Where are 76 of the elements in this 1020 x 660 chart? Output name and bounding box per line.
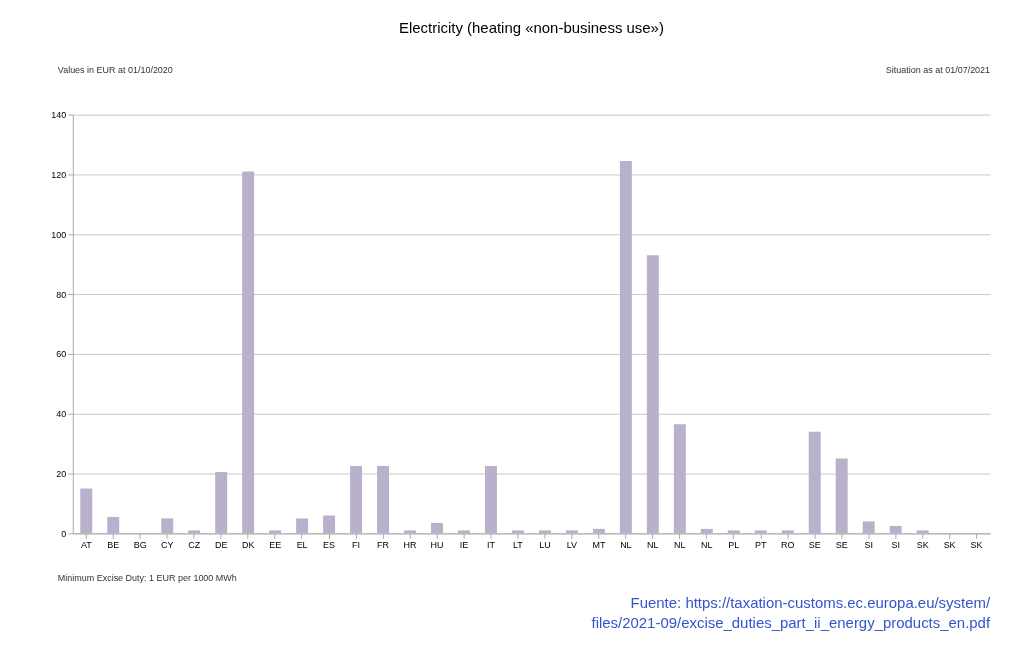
bar bbox=[377, 466, 390, 534]
text: Values in EUR at 01/10/2020 bbox=[57, 64, 173, 75]
y-tick-label: 60 bbox=[56, 349, 67, 360]
x-tick-label: RO bbox=[781, 539, 795, 550]
text: Minimum Excise Duty: 1 EUR per 1000 MWh bbox=[57, 573, 237, 584]
x-tick-label: DE bbox=[214, 539, 228, 550]
bar bbox=[107, 516, 120, 534]
y-tick-label: 80 bbox=[56, 289, 67, 300]
bar bbox=[916, 530, 929, 534]
x-tick-label: FI bbox=[352, 539, 361, 550]
bar bbox=[80, 488, 93, 534]
y-tick-label: 0 bbox=[61, 528, 67, 539]
x-tick-label: BG bbox=[133, 539, 147, 550]
x-tick-label: CZ bbox=[188, 539, 201, 550]
bar bbox=[458, 530, 470, 534]
x-tick-label: SI bbox=[891, 539, 900, 550]
bar bbox=[161, 518, 174, 534]
bar bbox=[808, 431, 821, 534]
x-tick-label: LU bbox=[539, 539, 551, 550]
source-note: Fuente: https://taxation-customs.ec.europa.eu/system/files/2021-09/excise_duties_part_ii_energy_products_en.pdf bbox=[591, 594, 991, 632]
x-tick-label: EE bbox=[269, 539, 282, 550]
x-tick-label: SK bbox=[970, 539, 983, 550]
y-tick-label: 100 bbox=[51, 229, 67, 240]
x-tick-label: SE bbox=[835, 539, 848, 550]
y-tick-label: 120 bbox=[51, 169, 67, 180]
bar bbox=[296, 518, 309, 534]
bar bbox=[754, 530, 767, 534]
bar bbox=[269, 530, 282, 534]
bar bbox=[242, 171, 255, 534]
x-tick-label: LT bbox=[513, 539, 524, 550]
x-tick-label: NL bbox=[620, 539, 632, 550]
x-tick-label: SI bbox=[864, 539, 873, 550]
bar bbox=[646, 255, 659, 534]
bar bbox=[727, 530, 740, 534]
bar bbox=[511, 530, 524, 534]
x-tick-label: SK bbox=[943, 539, 956, 550]
x-tick-label: ES bbox=[323, 539, 336, 550]
bar bbox=[619, 160, 632, 534]
bar bbox=[862, 521, 875, 534]
x-tick-label: IE bbox=[459, 539, 469, 550]
bar bbox=[404, 530, 417, 534]
x-tick-label: AT bbox=[80, 539, 93, 550]
bar bbox=[538, 530, 551, 534]
bar bbox=[350, 466, 363, 534]
bar bbox=[565, 530, 578, 534]
x-tick-label: EL bbox=[296, 539, 308, 550]
bar bbox=[215, 472, 228, 534]
bar bbox=[781, 530, 794, 534]
x-tick-label: PT bbox=[755, 539, 768, 550]
chart-title: Electricity (heating «non-business use») bbox=[399, 18, 664, 36]
x-tick-label: NL bbox=[674, 539, 686, 550]
bar bbox=[188, 530, 201, 534]
y-tick-label: 20 bbox=[56, 469, 67, 480]
x-tick-label: DK bbox=[241, 539, 255, 550]
x-tick-label: FR bbox=[377, 539, 390, 550]
text: Situation as at 01/07/2021 bbox=[885, 64, 991, 75]
bar bbox=[835, 458, 848, 534]
bar bbox=[484, 466, 497, 534]
x-tick-label: PL bbox=[728, 539, 740, 550]
x-tick-label: BE bbox=[107, 539, 120, 550]
bar bbox=[889, 525, 902, 534]
x-tick-label: HU bbox=[430, 539, 444, 550]
x-tick-label: SK bbox=[916, 539, 929, 550]
x-tick-label: SE bbox=[808, 539, 821, 550]
bar bbox=[323, 515, 336, 534]
x-tick-label: MT bbox=[592, 539, 606, 550]
x-tick-label: NL bbox=[647, 539, 659, 550]
y-tick-label: 40 bbox=[56, 409, 67, 420]
bar bbox=[673, 424, 686, 534]
x-tick-label: IT bbox=[486, 539, 496, 550]
x-tick-label: NL bbox=[701, 539, 713, 550]
y-tick-label: 140 bbox=[51, 110, 67, 121]
x-tick-label: HR bbox=[403, 539, 418, 550]
x-tick-label: CY bbox=[160, 539, 174, 550]
bar bbox=[431, 522, 443, 534]
x-tick-label: LV bbox=[566, 539, 578, 550]
